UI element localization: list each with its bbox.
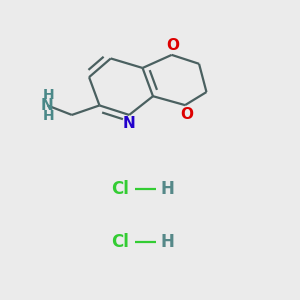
Text: H: H <box>43 109 55 123</box>
Text: O: O <box>167 38 180 52</box>
Text: Cl: Cl <box>111 233 129 251</box>
Text: N: N <box>123 116 136 131</box>
Text: H: H <box>43 88 55 102</box>
Text: H: H <box>161 233 175 251</box>
Text: Cl: Cl <box>111 180 129 198</box>
Text: O: O <box>180 107 193 122</box>
Text: N: N <box>41 98 54 113</box>
Text: H: H <box>161 180 175 198</box>
